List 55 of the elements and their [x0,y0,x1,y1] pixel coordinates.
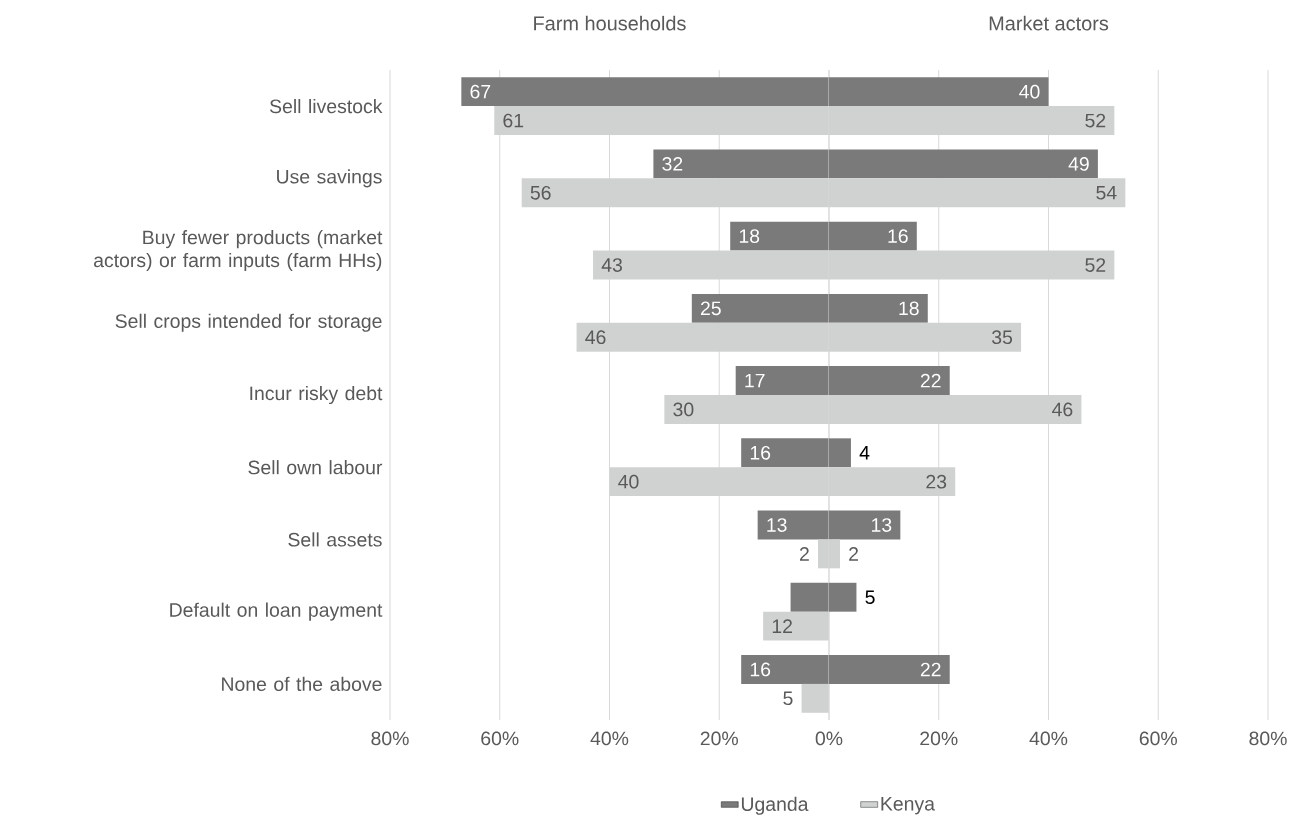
data-label: 67 [470,84,491,99]
data-label: 54 [1096,186,1117,200]
data-label: 25 [700,301,721,316]
y-tick-label: None of the above [222,676,382,692]
data-label: 61 [503,113,524,128]
data-label: 17 [745,373,765,388]
data-label: 46 [1052,402,1073,417]
y-tick-label: Buy fewer products (market actors) or farm inputs (farm HHs) [94,230,383,272]
data-label: 16 [888,229,908,243]
legend-label: Kenya [881,797,935,815]
data-label: 43 [601,258,622,272]
data-label: 5 [783,691,793,706]
y-tick-label: Sell crops intended for storage [115,313,382,332]
data-label: 35 [991,330,1013,345]
data-label: 32 [662,157,683,171]
y-tick-label: Use savings [277,169,382,188]
data-label: 52 [1085,113,1106,128]
data-label: 56 [530,185,551,200]
x-tick-label: 20% [700,731,738,746]
x-tick-label: 80% [1249,731,1287,746]
data-label: 46 [585,330,606,345]
chart-title: Farm households [534,15,686,31]
data-label: 4 [859,446,870,460]
y-tick-label: Sell assets [288,532,382,547]
data-label: 5 [865,590,875,605]
x-tick-label: 60% [1139,731,1177,746]
data-label: 22 [920,662,941,677]
y-tick-label: Sell own labour [248,460,383,475]
data-label: 18 [739,229,760,243]
data-label: 2 [849,547,859,561]
data-label: 16 [750,662,771,677]
data-label: 13 [767,518,787,532]
chart-title: Market actors [989,15,1109,31]
x-tick-label: 80% [371,731,409,746]
data-label: 52 [1085,258,1106,272]
x-tick-label: 60% [481,731,519,746]
legend-label: Uganda [741,796,809,815]
data-label: 23 [926,474,947,489]
data-label: 30 [673,402,694,417]
x-tick-label: 40% [1029,731,1068,746]
data-label: 12 [772,619,792,633]
data-label: 22 [920,373,941,388]
data-label: 40 [618,474,639,489]
data-label: 16 [750,445,771,460]
data-label: 13 [872,518,892,532]
y-tick-label: Sell livestock [269,98,383,114]
x-tick-label: 20% [920,731,958,746]
data-label: 40 [1019,84,1040,99]
y-tick-label: Incur risky debt [250,385,383,405]
data-label: 2 [800,547,809,561]
data-label: 49 [1068,157,1089,171]
data-label: 18 [899,301,919,316]
x-tick-label: 0% [815,731,843,746]
y-tick-label: Default on loan payment [170,602,383,621]
x-tick-label: 40% [590,731,629,746]
